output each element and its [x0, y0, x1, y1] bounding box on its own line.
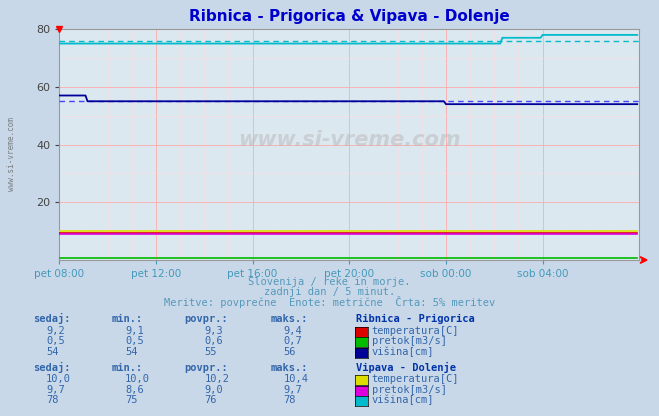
Text: 9,2: 9,2: [46, 326, 65, 336]
Text: povpr.:: povpr.:: [185, 363, 228, 373]
Text: 76: 76: [204, 395, 217, 405]
Text: sedaj:: sedaj:: [33, 362, 71, 373]
Text: pretok[m3/s]: pretok[m3/s]: [372, 337, 447, 347]
Text: 10,4: 10,4: [283, 374, 308, 384]
Title: Ribnica - Prigorica & Vipava - Dolenje: Ribnica - Prigorica & Vipava - Dolenje: [189, 9, 509, 24]
Text: zadnji dan / 5 minut.: zadnji dan / 5 minut.: [264, 287, 395, 297]
Text: www.si-vreme.com: www.si-vreme.com: [7, 117, 16, 191]
Text: 78: 78: [283, 395, 296, 405]
Text: povpr.:: povpr.:: [185, 314, 228, 324]
Text: 9,4: 9,4: [283, 326, 302, 336]
Text: min.:: min.:: [112, 363, 143, 373]
Text: 10,0: 10,0: [46, 374, 71, 384]
Text: Meritve: povprečne  Enote: metrične  Črta: 5% meritev: Meritve: povprečne Enote: metrične Črta:…: [164, 296, 495, 308]
Text: Ribnica - Prigorica: Ribnica - Prigorica: [356, 314, 474, 324]
Text: www.si-vreme.com: www.si-vreme.com: [238, 130, 461, 150]
Text: min.:: min.:: [112, 314, 143, 324]
Text: 54: 54: [46, 347, 59, 357]
Text: maks.:: maks.:: [270, 314, 308, 324]
Text: 8,6: 8,6: [125, 385, 144, 395]
Text: 9,0: 9,0: [204, 385, 223, 395]
Text: temperatura[C]: temperatura[C]: [372, 326, 459, 336]
Text: sedaj:: sedaj:: [33, 313, 71, 324]
Text: višina[cm]: višina[cm]: [372, 395, 434, 405]
Text: 75: 75: [125, 395, 138, 405]
Text: Vipava - Dolenje: Vipava - Dolenje: [356, 362, 456, 373]
Text: 9,7: 9,7: [283, 385, 302, 395]
Text: maks.:: maks.:: [270, 363, 308, 373]
Text: višina[cm]: višina[cm]: [372, 347, 434, 357]
Text: 10,0: 10,0: [125, 374, 150, 384]
Text: pretok[m3/s]: pretok[m3/s]: [372, 385, 447, 395]
Text: 0,5: 0,5: [46, 337, 65, 347]
Text: 9,3: 9,3: [204, 326, 223, 336]
Text: 9,1: 9,1: [125, 326, 144, 336]
Text: 0,7: 0,7: [283, 337, 302, 347]
Text: 78: 78: [46, 395, 59, 405]
Text: 54: 54: [125, 347, 138, 357]
Text: 0,5: 0,5: [125, 337, 144, 347]
Text: temperatura[C]: temperatura[C]: [372, 374, 459, 384]
Text: 10,2: 10,2: [204, 374, 229, 384]
Text: 9,7: 9,7: [46, 385, 65, 395]
Text: Slovenija / reke in morje.: Slovenija / reke in morje.: [248, 277, 411, 287]
Text: 0,6: 0,6: [204, 337, 223, 347]
Text: 56: 56: [283, 347, 296, 357]
Text: 55: 55: [204, 347, 217, 357]
